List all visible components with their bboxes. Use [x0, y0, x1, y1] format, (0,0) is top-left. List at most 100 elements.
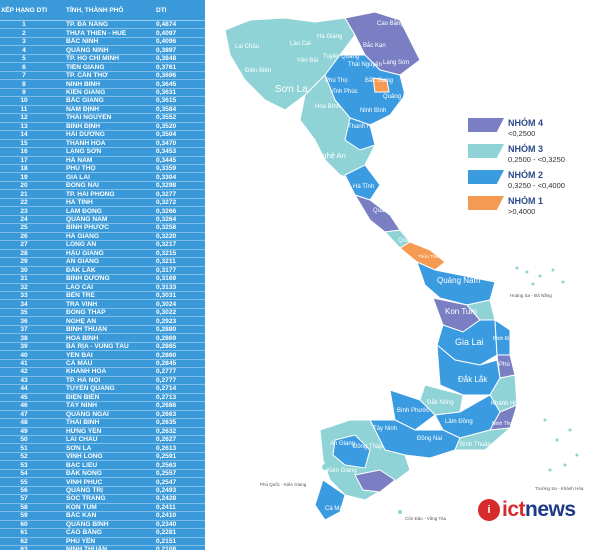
rank-cell: 18 — [20, 165, 28, 173]
province-cell: THỪA THIÊN - HUẾ — [66, 29, 127, 37]
province-cell: ĐIỆN BIÊN — [66, 393, 100, 401]
score-cell: 0,3445 — [156, 156, 177, 164]
score-cell: 0,3761 — [156, 63, 177, 71]
label-kien-giang: Kiên Giang — [327, 468, 357, 474]
rank-cell: 43 — [20, 376, 28, 384]
province-cell: LẠNG SƠN — [66, 148, 102, 156]
rank-cell: 51 — [20, 444, 28, 452]
province-cell: QUẢNG NINH — [66, 46, 109, 54]
score-cell: 0,3277 — [156, 190, 177, 198]
province-cell: QUẢNG BÌNH — [66, 520, 109, 528]
table-row: 18 PHÚ THỌ 0,3359 — [0, 165, 205, 174]
score-cell: 0,3211 — [156, 258, 176, 266]
rank-cell: 15 — [20, 139, 28, 147]
rank-cell: 58 — [20, 503, 28, 511]
logo-text-ict: ict — [502, 498, 526, 521]
province-cell: LAI CHÂU — [66, 436, 98, 444]
table-row: 36 NGHỆ AN 0,2923 — [0, 317, 205, 326]
rank-cell: 11 — [20, 105, 28, 113]
table-row: 8 NINH BÌNH 0,3645 — [0, 80, 205, 89]
rank-cell: 19 — [20, 173, 28, 181]
province-cell: NINH THUẬN — [66, 546, 108, 550]
rank-cell: 53 — [20, 461, 28, 469]
label-binh-phuoc: Bình Phước — [397, 408, 429, 414]
rank-cell: 40 — [20, 351, 28, 359]
score-cell: 0,2557 — [156, 470, 177, 478]
score-cell: 0,2547 — [156, 478, 177, 486]
province-cell: TUYÊN QUANG — [66, 385, 115, 393]
score-cell: 0,2613 — [156, 444, 177, 452]
rank-cell: 62 — [20, 537, 28, 545]
table-row: 26 HÀ GIANG 0,3220 — [0, 232, 205, 242]
table-row: 19 GIA LAI 0,3304 — [0, 173, 205, 182]
rank-cell: 22 — [20, 199, 28, 207]
ictnews-logo: i ictnews — [478, 498, 576, 522]
label-lam-dong: Lâm Đồng — [445, 419, 473, 425]
table-row: 37 BÌNH THUẬN 0,2880 — [0, 326, 205, 335]
rank-cell: 5 — [22, 55, 26, 63]
score-cell: 0,3298 — [156, 182, 177, 190]
logo-text-news: news — [525, 498, 576, 521]
table-row: 24 QUẢNG NAM 0,3264 — [0, 216, 205, 225]
label-quang-ninh: Quảng Ninh — [383, 94, 415, 100]
table-row: 25 BÌNH PHƯỚC 0,3258 — [0, 224, 205, 233]
province-cell: THÁI BÌNH — [66, 419, 100, 427]
table-row: 43 TP. HÀ NỘI 0,2777 — [0, 376, 205, 386]
province-cell: QUẢNG NAM — [66, 216, 108, 224]
label-tuyen-quang: Tuyên Quang — [323, 54, 359, 60]
rank-cell: 8 — [22, 80, 26, 88]
table-row: 9 KIÊN GIANG 0,3631 — [0, 88, 205, 98]
rank-cell: 20 — [20, 182, 28, 190]
rank-cell: 16 — [20, 148, 28, 156]
label-dong-nai: Đồng Nai — [417, 436, 442, 442]
legend-name: NHÓM 3 — [508, 144, 544, 154]
region-northeast — [344, 11, 421, 76]
province-cell: TP. HẢI PHÒNG — [66, 190, 115, 198]
score-cell: 0,4096 — [156, 38, 177, 46]
table-row: 10 BẮC GIANG 0,3615 — [0, 97, 205, 106]
score-cell: 0,4097 — [156, 29, 177, 37]
table-row: 53 BẠC LIÊU 0,2563 — [0, 461, 205, 470]
province-cell: BẾN TRE — [66, 292, 95, 300]
table-row: 2 THỪA THIÊN - HUẾ 0,4097 — [0, 29, 205, 38]
province-cell: BẮC GIANG — [66, 97, 104, 105]
legend-item-group-3: NHÓM 3 0,2500 - <0,3250 — [468, 144, 598, 169]
label-phu-yen: Phú Yên — [499, 362, 522, 368]
province-cell: BÌNH ĐỊNH — [66, 122, 101, 130]
table-row: 21 TP. HẢI PHÒNG 0,3277 — [0, 190, 205, 199]
table-row: 52 VĨNH LONG 0,2591 — [0, 453, 205, 462]
label-nghe-an: Nghệ An — [317, 151, 346, 160]
province-cell: AN GIANG — [66, 258, 99, 266]
province-cell: KHÁNH HÒA — [66, 368, 107, 376]
table-row: 30 ĐẮK LẮK 0,3177 — [0, 267, 205, 276]
label-lang-son: Lạng Sơn — [383, 60, 409, 66]
table-row: 61 CAO BẰNG 0,2281 — [0, 529, 205, 538]
rank-cell: 27 — [20, 241, 28, 249]
label-khanh-hoa: Khánh Hòa — [491, 401, 522, 407]
label-an-giang: An Giang — [330, 441, 355, 447]
rank-cell: 39 — [20, 343, 28, 351]
header-province: TỈNH, THÀNH PHỐ — [66, 6, 124, 14]
province-cell: TÂY NINH — [66, 402, 98, 410]
rank-cell: 55 — [20, 478, 28, 486]
province-cell: HÀ GIANG — [66, 232, 99, 240]
province-cell: TIỀN GIANG — [66, 63, 105, 71]
province-cell: LÂM ĐỒNG — [66, 207, 102, 215]
province-cell: HƯNG YÊN — [66, 427, 102, 435]
rank-cell: 12 — [20, 114, 28, 122]
rank-cell: 4 — [22, 46, 26, 54]
score-cell: 0,2428 — [156, 495, 177, 503]
label-dak-nong: Đắk Nông — [427, 399, 454, 406]
legend-name: NHÓM 2 — [508, 170, 544, 180]
table-row: 14 HẢI DƯƠNG 0,3504 — [0, 131, 205, 140]
score-cell: 0,2108 — [156, 546, 177, 550]
table-row: 34 TRÀ VINH 0,3024 — [0, 300, 205, 309]
table-row: 13 BÌNH ĐỊNH 0,3520 — [0, 122, 205, 132]
score-cell: 0,2635 — [156, 419, 177, 427]
rank-cell: 49 — [20, 427, 28, 435]
label-quang-tri: Quảng Trị — [398, 238, 424, 244]
score-cell: 0,3217 — [156, 241, 177, 249]
label-hoa-binh: Hòa Bình — [315, 104, 340, 110]
province-cell: KIÊN GIANG — [66, 88, 106, 96]
province-cell: LÀO CAI — [66, 283, 94, 291]
